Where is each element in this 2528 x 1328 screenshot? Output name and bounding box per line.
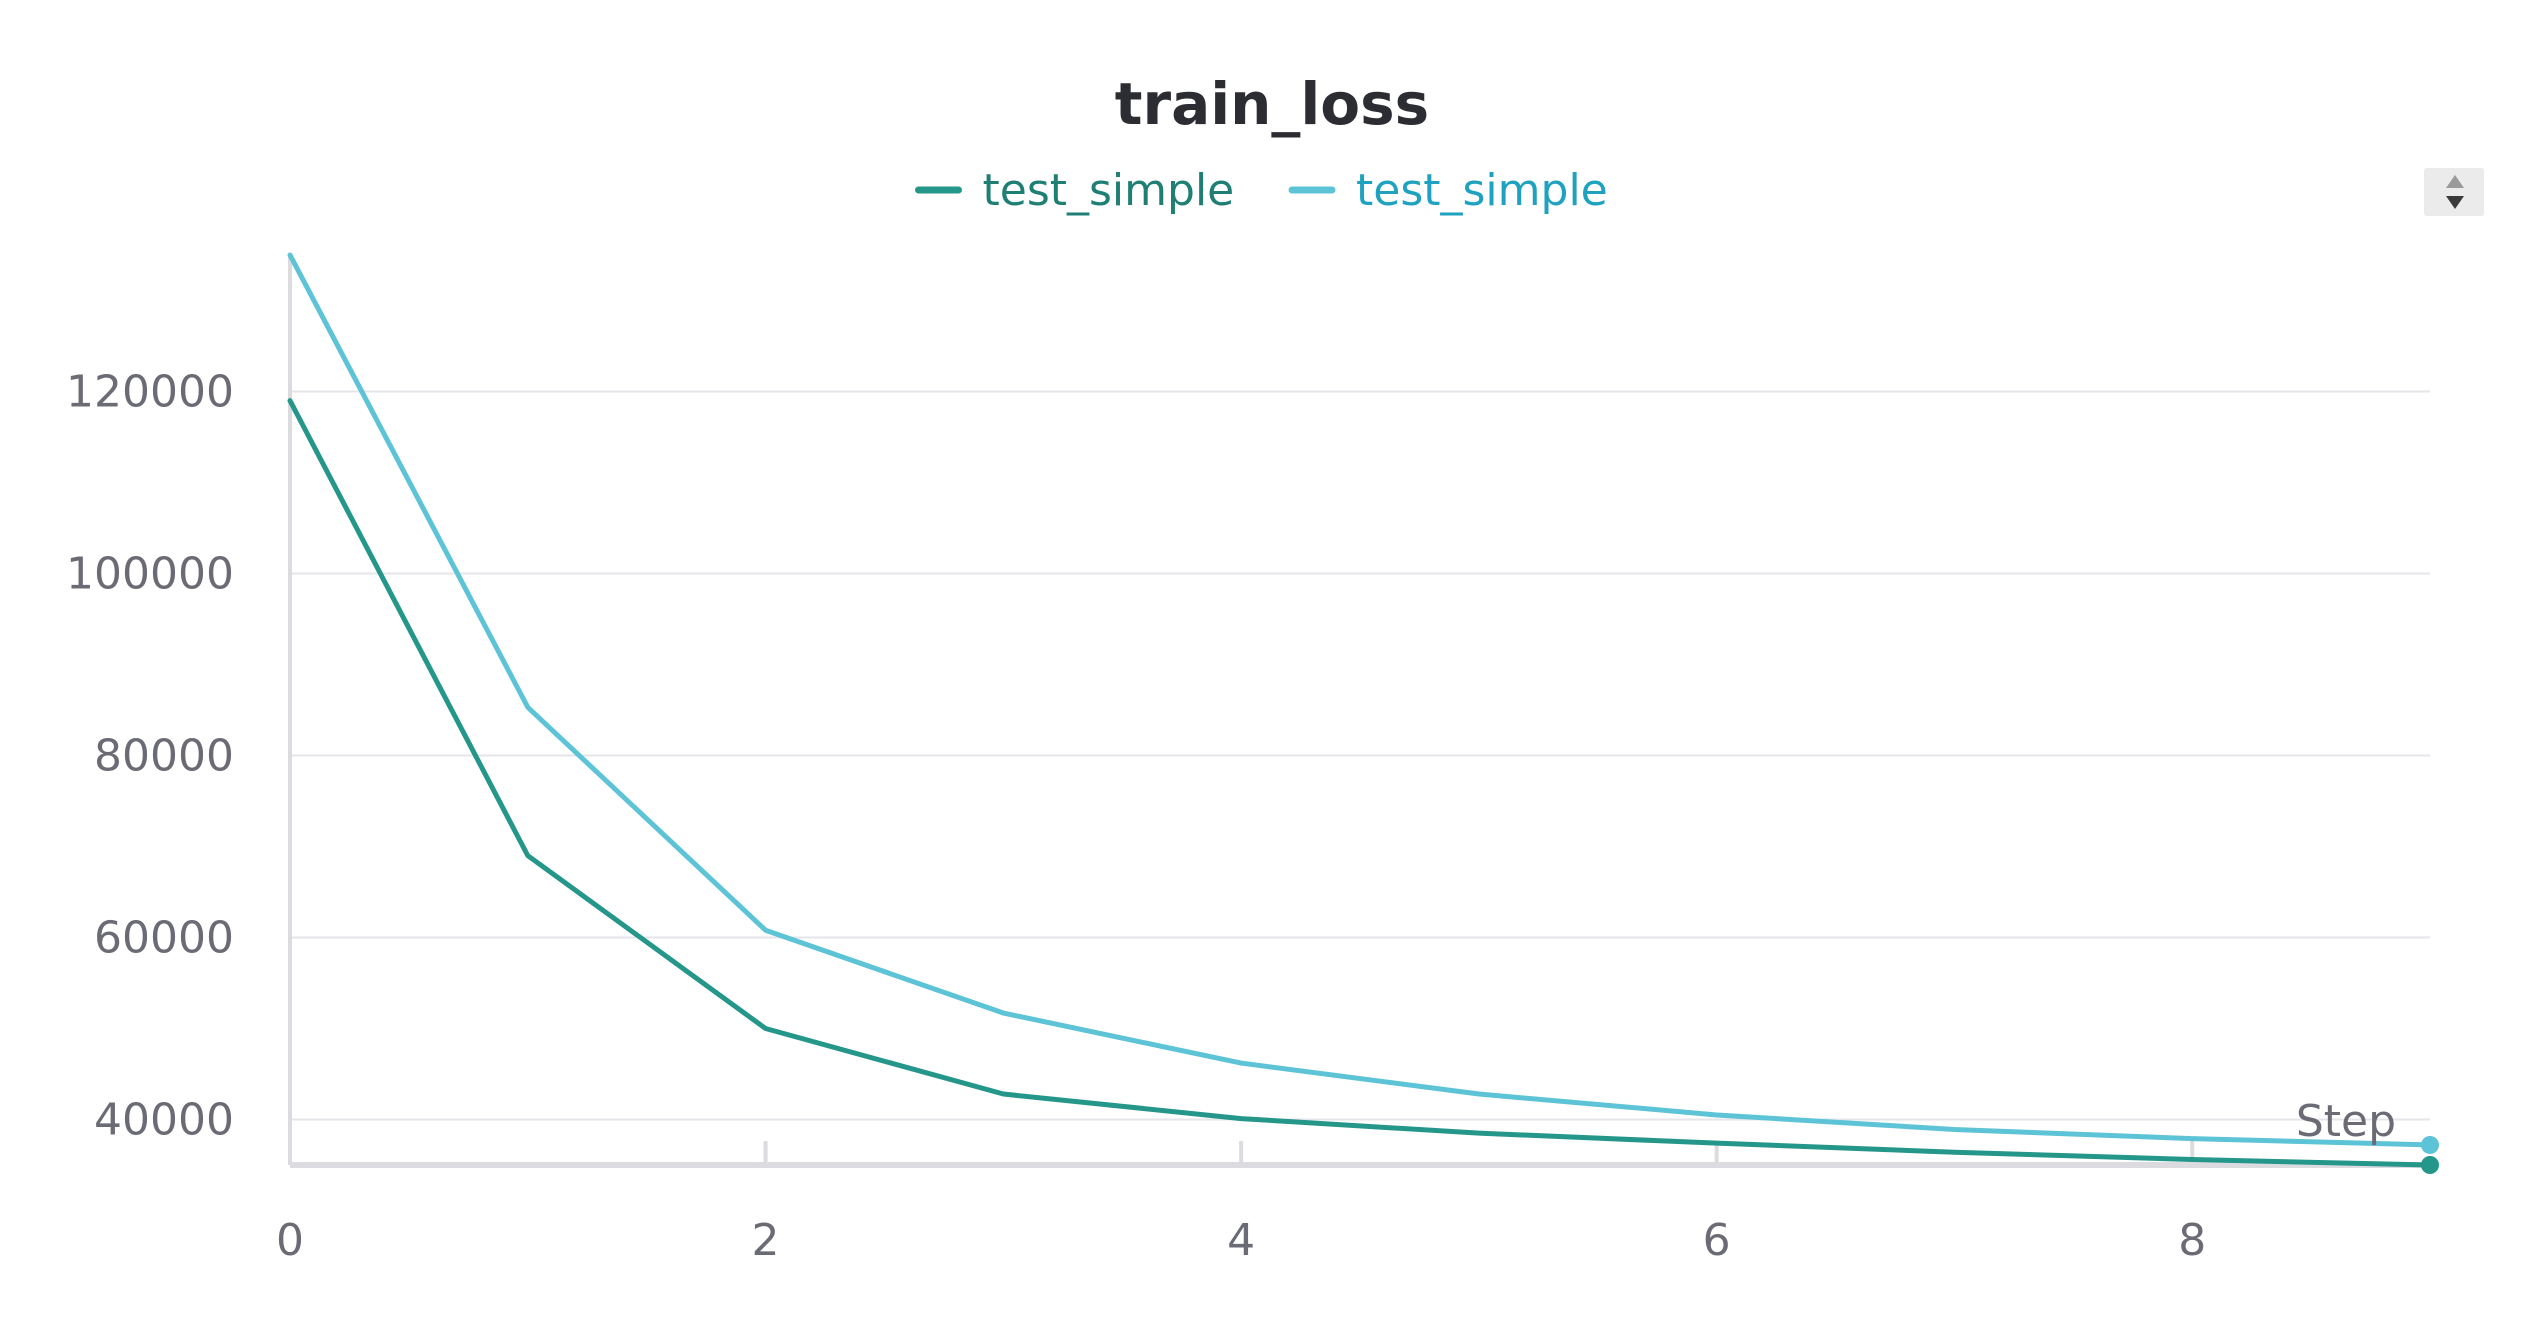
x-axis-label: Step [2296,1096,2396,1147]
series-endpoint-1[interactable] [2421,1156,2439,1174]
series-line-1[interactable] [287,398,2433,1168]
legend-label: test_simple [1356,165,1608,216]
x-tick-label: 8 [2178,1215,2206,1266]
y-tick-label: 80000 [94,731,234,782]
scroll-down-icon[interactable] [2446,196,2464,209]
axes [288,255,2430,1168]
grid-lines [290,390,2430,1121]
y-tick-label: 60000 [94,913,234,964]
x-tick-label: 2 [752,1215,780,1266]
legend: test_simple test_simple [915,165,1608,216]
scroll-up-icon[interactable] [2446,175,2464,188]
series-layer [287,252,2439,1174]
y-tick-label: 120000 [66,367,234,418]
series-endpoint-2[interactable] [2421,1135,2439,1154]
x-tick-label: 0 [276,1215,304,1266]
chart-title: train_loss [1115,70,1429,138]
legend-item-2[interactable]: test_simple [1288,165,1608,216]
x-axis-ticks: 0 2 4 6 8 [276,1141,2206,1266]
legend-item-1[interactable]: test_simple [915,165,1235,216]
series-line-2[interactable] [287,252,2433,1148]
y-axis-ticks: 40000 60000 80000 100000 120000 [66,367,234,1146]
x-tick-label: 6 [1703,1215,1731,1266]
legend-label: test_simple [983,165,1235,216]
y-tick-label: 100000 [66,549,234,600]
y-tick-label: 40000 [94,1095,234,1146]
x-tick-label: 4 [1227,1215,1255,1266]
legend-scroll-control[interactable] [2424,168,2484,216]
